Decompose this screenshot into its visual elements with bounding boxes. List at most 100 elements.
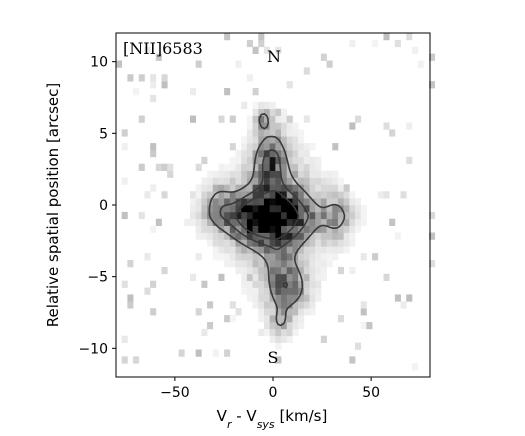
intensity-cell — [394, 39, 401, 48]
intensity-cell — [235, 198, 242, 206]
intensity-cell — [303, 294, 310, 302]
intensity-cell — [212, 211, 219, 220]
intensity-cell — [252, 136, 259, 144]
intensity-cell — [269, 280, 276, 288]
intensity-cell — [252, 232, 259, 240]
intensity-cell — [281, 218, 288, 226]
intensity-cell — [309, 260, 316, 268]
intensity-cell — [275, 273, 282, 282]
intensity-cell — [241, 205, 248, 213]
intensity-cell — [275, 301, 282, 309]
intensity-cell — [286, 246, 293, 254]
intensity-cell — [150, 74, 157, 82]
intensity-cell — [178, 349, 185, 357]
intensity-cell — [326, 246, 333, 254]
intensity-cell — [218, 115, 225, 123]
intensity-cell — [269, 122, 276, 130]
intensity-cell — [298, 315, 305, 323]
intensity-cell — [195, 308, 202, 316]
intensity-cell — [320, 273, 327, 282]
intensity-cell — [229, 301, 236, 309]
intensity-cell — [269, 266, 276, 275]
intensity-cell — [298, 260, 305, 268]
intensity-cell — [332, 246, 339, 254]
intensity-cell — [269, 191, 276, 199]
intensity-cell — [298, 294, 305, 302]
intensity-cell — [326, 211, 333, 220]
intensity-cell — [201, 156, 208, 165]
intensity-cell — [263, 218, 271, 226]
intensity-cell — [258, 136, 265, 144]
intensity-cell — [320, 170, 327, 178]
intensity-cell — [360, 205, 367, 213]
intensity-cell — [138, 163, 145, 171]
intensity-cell — [303, 191, 310, 199]
intensity-cell — [337, 232, 344, 240]
intensity-cell — [246, 205, 253, 213]
intensity-cell — [189, 211, 197, 220]
intensity-cell — [212, 170, 219, 178]
intensity-cell — [320, 232, 327, 240]
intensity-cell — [218, 239, 225, 247]
intensity-cell — [207, 184, 214, 192]
intensity-cell — [235, 156, 242, 165]
intensity-cell — [258, 294, 265, 302]
intensity-cell — [235, 260, 242, 268]
intensity-cell — [224, 315, 231, 323]
intensity-cell — [263, 101, 271, 110]
intensity-cell — [281, 177, 288, 185]
intensity-cell — [263, 280, 271, 288]
intensity-cell — [127, 260, 134, 268]
intensity-cell — [275, 149, 282, 158]
intensity-cell — [229, 315, 236, 323]
intensity-cell — [429, 81, 436, 89]
intensity-cell — [252, 218, 259, 226]
intensity-cell — [298, 149, 305, 158]
x-tick-label: 0 — [269, 385, 278, 401]
intensity-cell — [258, 246, 265, 254]
intensity-cell — [298, 156, 305, 165]
intensity-cell — [309, 177, 316, 185]
intensity-cell — [224, 260, 231, 268]
north-label: N — [267, 47, 281, 66]
intensity-cell — [326, 239, 333, 247]
intensity-cell — [360, 308, 367, 316]
intensity-cell — [343, 205, 350, 213]
y-tick-label: 0 — [99, 198, 108, 214]
intensity-cell — [303, 143, 310, 151]
intensity-cell — [320, 218, 327, 226]
south-label: S — [268, 348, 279, 367]
intensity-cell — [235, 239, 242, 247]
intensity-cell — [246, 211, 253, 220]
intensity-cell — [161, 81, 168, 89]
intensity-cell — [207, 239, 214, 247]
intensity-cell — [207, 218, 214, 226]
intensity-cell — [224, 211, 231, 220]
intensity-cell — [275, 266, 282, 275]
intensity-cell — [303, 205, 310, 213]
intensity-cell — [275, 177, 282, 185]
intensity-cell — [269, 129, 276, 137]
intensity-cell — [229, 239, 236, 247]
intensity-cell — [286, 294, 293, 302]
intensity-cell — [235, 308, 242, 316]
intensity-cell — [269, 225, 276, 233]
intensity-cell — [229, 232, 236, 240]
intensity-cell — [167, 163, 174, 171]
intensity-cell — [281, 108, 288, 116]
intensity-cell — [252, 301, 259, 309]
intensity-cell — [263, 287, 271, 295]
intensity-cell — [309, 211, 316, 220]
intensity-cell — [263, 205, 271, 213]
intensity-cell — [275, 342, 282, 350]
intensity-cell — [246, 266, 253, 275]
intensity-cell — [315, 260, 322, 268]
intensity-cell — [309, 191, 316, 199]
intensity-cell — [207, 170, 214, 178]
intensity-cell — [246, 280, 253, 288]
intensity-cell — [309, 225, 316, 233]
intensity-cell — [326, 170, 333, 178]
intensity-cell — [343, 239, 350, 247]
intensity-cell — [263, 129, 271, 137]
intensity-cell — [326, 225, 333, 233]
